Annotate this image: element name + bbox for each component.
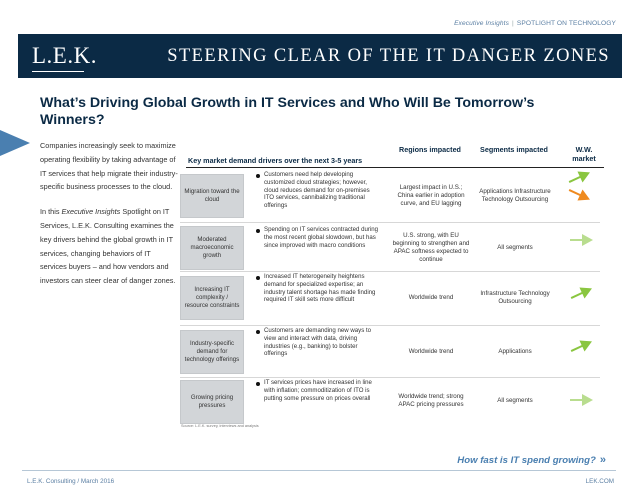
lek-logo: L.E.K. [32,43,97,68]
intro-p2-emphasis: Executive Insights [61,207,121,217]
row-divider [180,271,600,272]
banner-title: STEERING CLEAR OF THE IT DANGER ZONES [167,46,610,66]
header-regions: Regions impacted [399,145,461,154]
regions-cell: U.S. strong, with EU beginning to streng… [392,232,470,263]
cta-label: How fast is IT spend growing? [457,455,596,466]
row-divider [180,377,600,378]
table-row: Migration toward the cloud Customers nee… [172,170,600,222]
footer-site-link[interactable]: LEK.COM [585,478,614,485]
bullet-icon [256,276,260,280]
table-row: Industry-specific demand for technology … [172,326,600,378]
source-note: Source: L.E.K. survey, interviews and an… [181,424,259,428]
title-banner: L.E.K. STEERING CLEAR OF THE IT DANGER Z… [18,34,622,78]
intro-paragraph-1: Companies increasingly seek to maximize … [40,141,178,192]
series-topic: SPOTLIGHT ON TECHNOLOGY [516,20,616,27]
header-ww-market: W.W. market [572,145,596,163]
series-separator: | [512,20,514,27]
flat-arrow-icon [570,394,593,406]
bullet-icon [256,229,260,233]
regions-cell: Worldwide trend [408,294,454,301]
logo-underline [32,71,84,72]
header-segments: Segments impacted [480,145,548,154]
segments-cell: Applications Infrastructure Technology O… [479,188,551,203]
driver-detail: Customers need help developing customize… [264,171,370,210]
driver-box: Growing pricing pressures [180,380,244,424]
header-drivers: Key market demand drivers over the next … [188,156,363,165]
flat-arrow-icon [570,234,593,246]
chevron-right-icon: » [599,454,606,466]
driver-detail: IT services prices have increased in lin… [264,379,372,402]
page-title: What’s Driving Global Growth in IT Servi… [40,95,535,128]
table-row: Increasing IT complexity / resource cons… [172,272,600,324]
header-divider [186,167,604,168]
series-tag: Executive Insights | SPOTLIGHT ON TECHNOLO… [454,20,616,27]
intro-paragraph-2: In this Executive Insights Spotlight on … [40,205,178,288]
driver-box: Industry-specific demand for technology … [180,330,244,374]
bullet-icon [256,330,260,334]
driver-detail: Increased IT heterogeneity heightens dem… [264,273,376,304]
regions-cell: Worldwide trend; strong APAC pricing pre… [398,393,464,408]
up-arrow-icon [568,171,590,183]
driver-box: Increasing IT complexity / resource cons… [180,276,244,320]
driver-detail: Customers are demanding new ways to view… [264,327,372,358]
footer-divider [22,470,616,471]
next-page-link[interactable]: How fast is IT spend growing?» [457,454,606,466]
row-divider [180,222,600,223]
table-row: Growing pricing pressures IT services pr… [172,378,600,430]
section-arrow-icon [0,130,30,156]
segments-cell: Applications [498,348,532,355]
driver-box: Migration toward the cloud [180,174,244,218]
driver-box: Moderated macroeconomic growth [180,226,244,270]
intro-text: Companies increasingly seek to maximize … [40,139,178,299]
regions-cell: Largest impact in U.S.; China earlier in… [397,184,465,207]
bullet-icon [256,174,260,178]
intro-p2-start: In this [40,207,62,217]
regions-cell: Worldwide trend [408,348,454,355]
footer-credit: L.E.K. Consulting / March 2016 [27,478,115,485]
driver-detail: Spending on IT services contracted durin… [264,226,379,249]
up-arrow-icon [570,287,592,299]
intro-p2-end: Spotlight on IT Services, L.E.K. Consult… [40,207,176,286]
row-divider [180,325,600,326]
table-row: Moderated macroeconomic growth Spending … [172,216,600,270]
segments-cell: All segments [497,244,533,251]
bullet-icon [256,382,260,386]
series-name: Executive Insights [454,20,510,27]
segments-cell: All segments [497,397,533,404]
segments-cell: Infrastructure Technology Outsourcing [480,290,550,305]
up-arrow-icon [570,340,592,352]
down-arrow-icon [568,189,590,201]
